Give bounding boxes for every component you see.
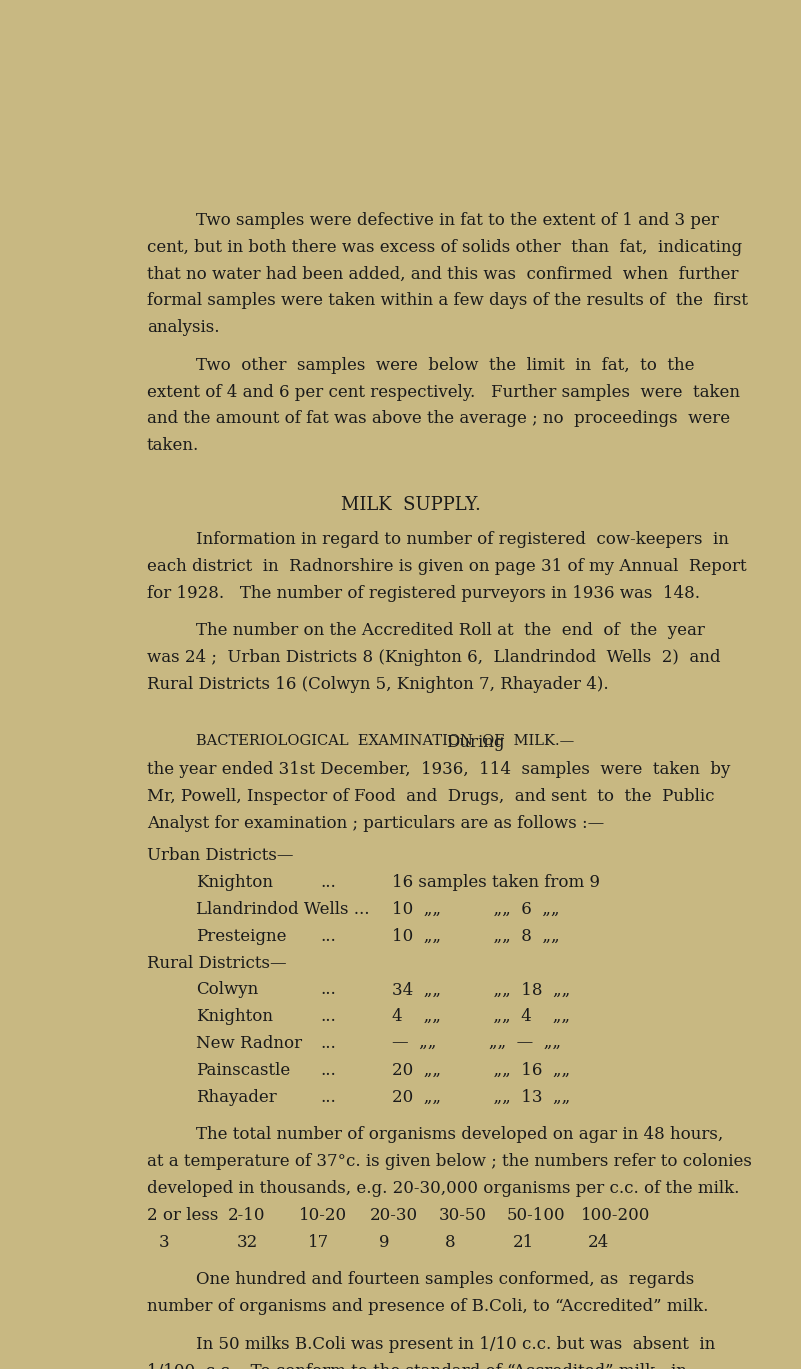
Text: MILK  SUPPLY.: MILK SUPPLY.: [340, 496, 481, 513]
Text: 34  „„          „„  18  „„: 34 „„ „„ 18 „„: [392, 982, 570, 998]
Text: 8: 8: [445, 1233, 455, 1251]
Text: extent of 4 and 6 per cent respectively.   Further samples  were  taken: extent of 4 and 6 per cent respectively.…: [147, 383, 739, 401]
Text: 10  „„          „„  6  „„: 10 „„ „„ 6 „„: [392, 901, 559, 917]
Text: New Radnor: New Radnor: [196, 1035, 303, 1053]
Text: ...: ...: [320, 1009, 336, 1025]
Text: taken.: taken.: [147, 437, 199, 455]
Text: 20-30: 20-30: [370, 1207, 418, 1224]
Text: ...: ...: [320, 928, 336, 945]
Text: 2-10: 2-10: [227, 1207, 265, 1224]
Text: During: During: [446, 734, 505, 752]
Text: number of organisms and presence of B.Coli, to “Accredited” milk.: number of organisms and presence of B.Co…: [147, 1298, 708, 1316]
Text: ...: ...: [320, 873, 336, 891]
Text: 24: 24: [587, 1233, 609, 1251]
Text: was 24 ;  Urban Districts 8 (Knighton 6,  Llandrindod  Wells  2)  and: was 24 ; Urban Districts 8 (Knighton 6, …: [147, 649, 720, 665]
Text: Rural Districts 16 (Colwyn 5, Knighton 7, Rhayader 4).: Rural Districts 16 (Colwyn 5, Knighton 7…: [147, 676, 608, 693]
Text: 20  „„          „„  16  „„: 20 „„ „„ 16 „„: [392, 1062, 570, 1079]
Text: analysis.: analysis.: [147, 319, 219, 337]
Text: developed in thousands, e.g. 20-30,000 organisms per c.c. of the milk.: developed in thousands, e.g. 20-30,000 o…: [147, 1180, 739, 1197]
Text: 30-50: 30-50: [438, 1207, 486, 1224]
Text: 4    „„          „„  4    „„: 4 „„ „„ 4 „„: [392, 1009, 570, 1025]
Text: 3: 3: [159, 1233, 170, 1251]
Text: 20  „„          „„  13  „„: 20 „„ „„ 13 „„: [392, 1088, 570, 1106]
Text: 10  „„          „„  8  „„: 10 „„ „„ 8 „„: [392, 928, 560, 945]
Text: Colwyn: Colwyn: [196, 982, 259, 998]
Text: for 1928.   The number of registered purveyors in 1936 was  148.: for 1928. The number of registered purve…: [147, 585, 700, 601]
Text: 16 samples taken from 9: 16 samples taken from 9: [392, 873, 600, 891]
Text: 32: 32: [237, 1233, 258, 1251]
Text: at a temperature of 37°c. is given below ; the numbers refer to colonies: at a temperature of 37°c. is given below…: [147, 1153, 751, 1170]
Text: 9: 9: [380, 1233, 390, 1251]
Text: Urban Districts—: Urban Districts—: [147, 847, 293, 864]
Text: Analyst for examination ; particulars are as follows :—: Analyst for examination ; particulars ar…: [147, 815, 604, 832]
Text: cent, but in both there was excess of solids other  than  fat,  indicating: cent, but in both there was excess of so…: [147, 238, 742, 256]
Text: formal samples were taken within a few days of the results of  the  first: formal samples were taken within a few d…: [147, 293, 747, 309]
Text: The total number of organisms developed on agar in 48 hours,: The total number of organisms developed …: [196, 1127, 723, 1143]
Text: ...: ...: [320, 982, 336, 998]
Text: that no water had been added, and this was  confirmed  when  further: that no water had been added, and this w…: [147, 266, 739, 282]
Text: ...: ...: [320, 1088, 336, 1106]
Text: The number on the Accredited Roll at  the  end  of  the  year: The number on the Accredited Roll at the…: [196, 622, 705, 639]
Text: ...: ...: [320, 1035, 336, 1053]
Text: each district  in  Radnorshire is given on page 31 of my Annual  Report: each district in Radnorshire is given on…: [147, 557, 747, 575]
Text: Two  other  samples  were  below  the  limit  in  fat,  to  the: Two other samples were below the limit i…: [196, 357, 694, 374]
Text: Rural Districts—: Rural Districts—: [147, 954, 286, 972]
Text: One hundred and fourteen samples conformed, as  regards: One hundred and fourteen samples conform…: [196, 1272, 694, 1288]
Text: Knighton: Knighton: [196, 873, 273, 891]
Text: 2 or less: 2 or less: [147, 1207, 218, 1224]
Text: Information in regard to number of registered  cow-keepers  in: Information in regard to number of regis…: [196, 531, 729, 548]
Text: Rhayader: Rhayader: [196, 1088, 277, 1106]
Text: 100-200: 100-200: [582, 1207, 650, 1224]
Text: and the amount of fat was above the average ; no  proceedings  were: and the amount of fat was above the aver…: [147, 411, 730, 427]
Text: —  „„          „„  —  „„: — „„ „„ — „„: [392, 1035, 561, 1053]
Text: Painscastle: Painscastle: [196, 1062, 291, 1079]
Text: Llandrindod Wells ...: Llandrindod Wells ...: [196, 901, 370, 917]
Text: 50-100: 50-100: [507, 1207, 566, 1224]
Text: 10-20: 10-20: [299, 1207, 347, 1224]
Text: ...: ...: [320, 1062, 336, 1079]
Text: BACTERIOLOGICAL  EXAMINATION  OF  MILK.—: BACTERIOLOGICAL EXAMINATION OF MILK.—: [196, 734, 574, 749]
Text: Mr, Powell, Inspector of Food  and  Drugs,  and sent  to  the  Public: Mr, Powell, Inspector of Food and Drugs,…: [147, 789, 714, 805]
Text: 21: 21: [513, 1233, 534, 1251]
Text: 1/100  c.c.   To conform to the standard of “Accredited” milk,  in: 1/100 c.c. To conform to the standard of…: [147, 1362, 686, 1369]
Text: 17: 17: [308, 1233, 329, 1251]
Text: the year ended 31st December,  1936,  114  samples  were  taken  by: the year ended 31st December, 1936, 114 …: [147, 761, 730, 778]
Text: Knighton: Knighton: [196, 1009, 273, 1025]
Text: Two samples were defective in fat to the extent of 1 and 3 per: Two samples were defective in fat to the…: [196, 212, 719, 229]
Text: In 50 milks B.Coli was present in 1/10 c.c. but was  absent  in: In 50 milks B.Coli was present in 1/10 c…: [196, 1336, 715, 1353]
Text: Presteigne: Presteigne: [196, 928, 287, 945]
